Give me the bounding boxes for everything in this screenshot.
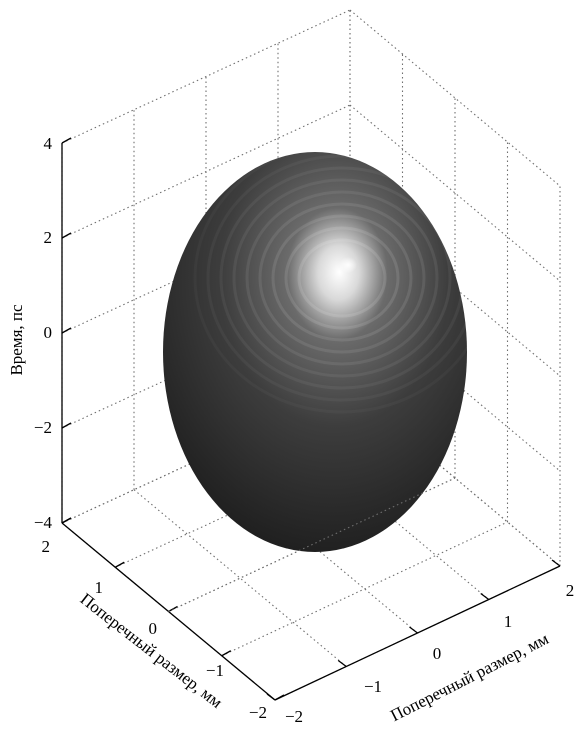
right-floor-tick-mark (337, 659, 347, 668)
right-floor-axis-label: Поперечный размер, мм (387, 629, 552, 725)
front-grid-line (168, 477, 456, 612)
right-floor-tick-label: 0 (433, 644, 442, 663)
z-tick-mark (61, 137, 72, 144)
z-tick-mark (61, 422, 72, 429)
right-floor-tick-label: −1 (364, 677, 382, 696)
right-floor-tick-labels: −2 −1 0 1 2 (285, 581, 574, 726)
grid-line (221, 521, 508, 657)
ellipsoid-surface (163, 152, 478, 552)
front-grid (168, 477, 456, 612)
ellipsoid-highlight (304, 244, 380, 312)
z-tick-label: 0 (44, 323, 53, 342)
z-axis-label: Время, пс (7, 304, 26, 376)
grid-line (61, 9, 351, 144)
left-floor-tick-label: 1 (95, 578, 104, 597)
left-floor-tick-label: 2 (42, 537, 51, 556)
surface-ripple (297, 238, 387, 318)
right-floor-tick-mark (409, 626, 418, 634)
left-floor-tick-mark (61, 517, 72, 524)
z-tick-labels: 4 2 0 −2 −4 (34, 134, 53, 532)
z-tick-mark (61, 232, 72, 239)
grid-line (349, 104, 561, 282)
ellipsoid-body (163, 152, 467, 552)
right-floor-tick-mark (266, 693, 276, 701)
surface-ripple (284, 226, 400, 330)
left-floor-tick-labels: 2 1 0 −1 −2 (42, 537, 268, 722)
z-tick-label: −2 (34, 418, 52, 437)
surface-ripple (219, 166, 465, 390)
surface-ripple (245, 190, 439, 366)
surface-ripple (232, 178, 452, 378)
grid-line (133, 489, 347, 667)
left-floor-tick-mark (274, 694, 285, 701)
surface-ripple (206, 154, 478, 402)
z-tick-mark (61, 327, 72, 334)
left-floor-tick-mark (221, 650, 232, 657)
grid-line (349, 9, 561, 187)
left-floor-tick-label: 0 (149, 619, 158, 638)
axes (61, 137, 561, 701)
right-floor-tick-mark (480, 592, 490, 601)
right-floor-tick-mark (551, 559, 561, 567)
left-floor-tick-mark (114, 561, 125, 568)
z-tick-label: 4 (44, 134, 53, 153)
z-tick-label: −4 (34, 513, 53, 532)
right-floor-tick-label: 2 (566, 581, 575, 600)
left-floor-axis-label: Поперечный размер, мм (77, 589, 227, 712)
surface-ripple (258, 202, 426, 354)
z-tick-label: 2 (44, 228, 53, 247)
right-floor-tick-label: 1 (504, 612, 513, 631)
surface-ripple (271, 214, 413, 342)
left-floor-tick-label: −2 (249, 703, 267, 722)
left-floor-tick-label: −1 (206, 661, 224, 680)
right-floor-tick-label: −2 (285, 707, 303, 726)
surface-ripples (206, 154, 478, 402)
